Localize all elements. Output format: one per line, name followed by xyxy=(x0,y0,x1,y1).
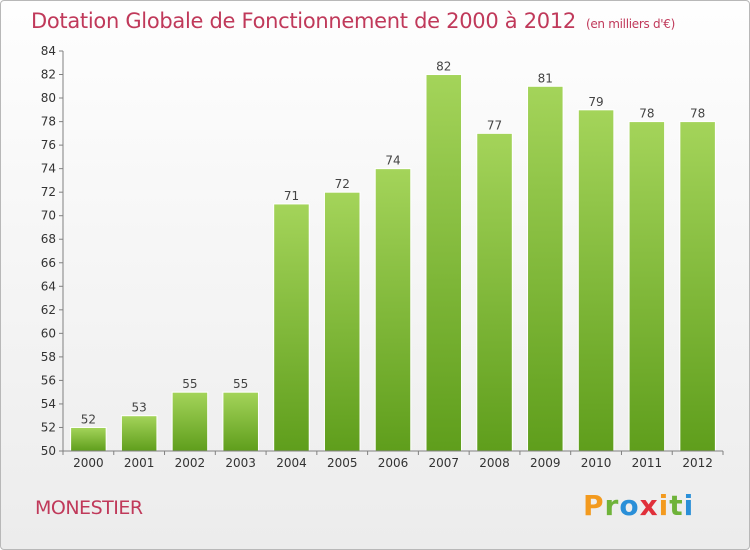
y-tick-label: 74 xyxy=(41,162,56,176)
chart-title-text: Dotation Globale de Fonctionnement de 20… xyxy=(31,9,576,33)
city-name: MONESTIER xyxy=(35,497,143,519)
x-tick-label: 2012 xyxy=(682,456,713,470)
x-tick-label: 2009 xyxy=(530,456,561,470)
brand-logo-letter: r xyxy=(604,489,620,522)
y-tick-label: 62 xyxy=(41,303,56,317)
chart-subtitle: (en milliers d'€) xyxy=(585,17,675,31)
bar xyxy=(425,74,463,452)
bar xyxy=(273,203,310,452)
x-tick-label: 2002 xyxy=(175,456,206,470)
x-tick-label: 2001 xyxy=(124,456,155,470)
x-tick-label: 2004 xyxy=(276,456,307,470)
bar-value-label: 55 xyxy=(233,377,248,391)
y-tick-label: 50 xyxy=(41,444,56,458)
bar xyxy=(171,391,209,452)
y-tick-label: 56 xyxy=(41,373,56,387)
y-tick-label: 52 xyxy=(41,420,56,434)
bar-value-label: 55 xyxy=(182,377,197,391)
y-tick-label: 66 xyxy=(41,256,56,270)
brand-logo-letter: i xyxy=(658,489,670,522)
bar xyxy=(120,415,158,452)
bar xyxy=(628,121,666,452)
bar-value-label: 77 xyxy=(487,118,502,132)
bar-value-label: 78 xyxy=(690,107,705,121)
y-tick-label: 64 xyxy=(41,279,56,293)
x-tick-label: 2008 xyxy=(479,456,510,470)
y-tick-label: 68 xyxy=(41,232,56,246)
bar-value-label: 78 xyxy=(639,107,654,121)
bar xyxy=(374,168,412,452)
y-tick-label: 70 xyxy=(41,209,56,223)
x-tick-label: 2011 xyxy=(632,456,663,470)
bar xyxy=(527,85,564,452)
bar xyxy=(222,391,259,452)
x-tick-label: 2006 xyxy=(378,456,409,470)
brand-logo-letter: x xyxy=(639,489,659,522)
y-tick-label: 72 xyxy=(41,185,56,199)
axes-layer: 2000 2001 2002 2003 2004 2005 2006 2007 2008 2009… xyxy=(41,44,724,470)
bar xyxy=(679,121,716,452)
brand-logo: Proxiti xyxy=(583,489,694,522)
brand-logo-letter: t xyxy=(669,489,684,522)
y-tick-label: 80 xyxy=(41,91,56,105)
brand-logo-letter: o xyxy=(619,489,640,522)
x-tick-label: 2003 xyxy=(225,456,256,470)
y-tick-label: 60 xyxy=(41,326,56,340)
bar xyxy=(70,426,107,452)
brand-logo-letter: i xyxy=(683,489,695,522)
x-tick-label: 2000 xyxy=(73,456,104,470)
x-tick-label: 2010 xyxy=(581,456,612,470)
bar xyxy=(577,109,615,452)
y-tick-label: 78 xyxy=(41,115,56,129)
brand-logo-letter: P xyxy=(583,489,605,522)
bar xyxy=(323,191,361,452)
bar-value-label: 81 xyxy=(538,71,553,85)
x-tick-label: 2007 xyxy=(428,456,459,470)
y-tick-label: 58 xyxy=(41,350,56,364)
y-tick-label: 76 xyxy=(41,138,56,152)
y-tick-label: 54 xyxy=(41,397,56,411)
bar-value-label: 53 xyxy=(132,401,147,415)
bar-value-label: 71 xyxy=(284,189,299,203)
bars-layer: 52 53 55 55 71 72 74 82 77 81 79 78 78 xyxy=(70,60,716,452)
x-tick-label: 2005 xyxy=(327,456,358,470)
bar-value-label: 52 xyxy=(81,412,96,426)
bar-value-label: 74 xyxy=(385,154,400,168)
chart-title: Dotation Globale de Fonctionnement de 20… xyxy=(31,9,675,33)
y-tick-label: 84 xyxy=(41,44,56,58)
bar-value-label: 72 xyxy=(335,177,350,191)
bar-value-label: 82 xyxy=(436,60,451,74)
bar xyxy=(476,132,513,452)
bar-value-label: 79 xyxy=(588,95,603,109)
y-tick-label: 82 xyxy=(41,68,56,82)
